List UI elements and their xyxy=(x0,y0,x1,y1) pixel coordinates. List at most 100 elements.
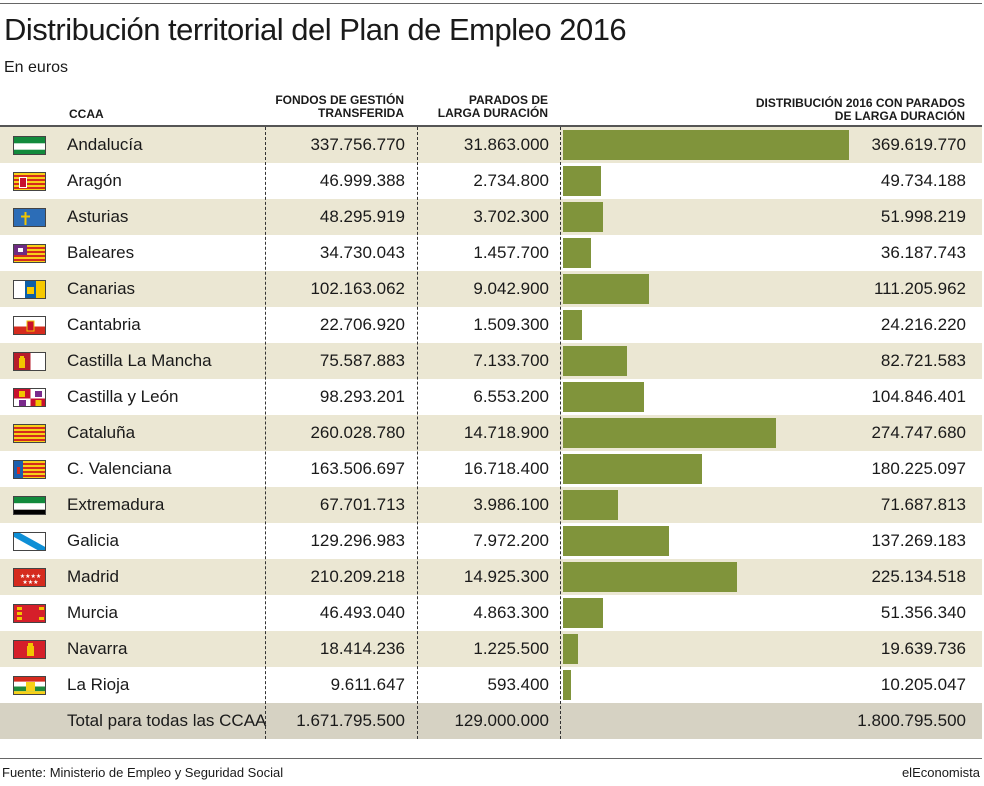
fondos-value: 210.209.218 xyxy=(310,567,405,586)
madrid-flag-icon: ★★★★ ★★★ xyxy=(13,568,46,587)
bottom-rule xyxy=(0,758,982,759)
region-name: Baleares xyxy=(67,243,135,262)
column-header-parados-line1: PARADOS DE xyxy=(468,93,548,107)
cantabria-flag-icon xyxy=(13,316,46,335)
table-row: Cantabria 22.706.920 1.509.300 24.216.220 xyxy=(0,307,982,343)
fondos-value: 48.295.919 xyxy=(319,207,405,226)
column-header-distribucion: DISTRIBUCIÓN 2016 CON PARADOS DE LARGA D… xyxy=(690,97,965,123)
table-row: Murcia 46.493.040 4.863.300 51.356.340 xyxy=(0,595,982,631)
distribution-bar xyxy=(563,130,849,160)
header-rule xyxy=(0,125,982,127)
total-label: Total para todas las CCAA xyxy=(67,711,267,730)
region-name: Aragón xyxy=(67,171,122,190)
asturias-flag-icon xyxy=(13,208,46,227)
fondos-value: 102.163.062 xyxy=(310,279,405,298)
distribucion-value: 369.619.770 xyxy=(871,135,966,154)
parados-value: 3.986.100 xyxy=(473,495,549,514)
table-row: Castilla y León 98.293.201 6.553.200 104.84… xyxy=(0,379,982,415)
aragon-flag-icon xyxy=(13,172,46,191)
column-header-distribucion-line2: DE LARGA DURACIÓN xyxy=(834,109,965,123)
region-name: Cataluña xyxy=(67,423,136,442)
total-parados-value: 129.000.000 xyxy=(454,711,549,730)
fondos-value: 163.506.697 xyxy=(310,459,405,478)
parados-value: 1.509.300 xyxy=(473,315,549,334)
table-row: Castilla La Mancha 75.587.883 7.133.700 82.… xyxy=(0,343,982,379)
distribution-bar xyxy=(563,166,601,196)
parados-value: 7.972.200 xyxy=(473,531,549,550)
table-row: Andalucía 337.756.770 31.863.000 369.619.77… xyxy=(0,127,982,163)
region-name: Andalucía xyxy=(67,135,143,154)
table-row: Canarias 102.163.062 9.042.900 111.205.962 xyxy=(0,271,982,307)
parados-value: 4.863.300 xyxy=(473,603,549,622)
distribution-bar xyxy=(563,382,644,412)
column-header-parados: PARADOS DE LARGA DURACIÓN xyxy=(420,94,548,120)
column-divider xyxy=(265,127,266,739)
fondos-value: 98.293.201 xyxy=(319,387,405,406)
distribution-bar xyxy=(563,454,702,484)
distribution-bar xyxy=(563,562,737,592)
region-name: Extremadura xyxy=(67,495,165,514)
table-row: ★★★★ ★★★ Madrid 210.209.218 14.925.300 225.13… xyxy=(0,559,982,595)
chart-subtitle: En euros xyxy=(4,59,69,76)
fondos-value: 34.730.043 xyxy=(319,243,405,262)
parados-value: 1.225.500 xyxy=(473,639,549,658)
column-divider xyxy=(417,127,418,739)
region-name: Canarias xyxy=(67,279,136,298)
la-rioja-flag-icon xyxy=(13,676,46,695)
distribution-bar xyxy=(563,346,627,376)
distribucion-value: 19.639.736 xyxy=(880,639,966,658)
extremadura-flag-icon xyxy=(13,496,46,515)
distribucion-value: 104.846.401 xyxy=(871,387,966,406)
distribution-bar xyxy=(563,598,603,628)
distribucion-value: 10.205.047 xyxy=(880,675,966,694)
fondos-value: 22.706.920 xyxy=(319,315,405,334)
table-row: C. Valenciana 163.506.697 16.718.400 180.22… xyxy=(0,451,982,487)
parados-value: 9.042.900 xyxy=(473,279,549,298)
castilla-la-mancha-flag-icon xyxy=(13,352,46,371)
distribution-bar xyxy=(563,310,582,340)
fondos-value: 129.296.983 xyxy=(310,531,405,550)
region-name: Galicia xyxy=(67,531,119,550)
region-name: C. Valenciana xyxy=(67,459,172,478)
table-row: Cataluña 260.028.780 14.718.900 274.747.680 xyxy=(0,415,982,451)
distribution-bar xyxy=(563,526,669,556)
parados-value: 14.925.300 xyxy=(463,567,549,586)
region-name: Navarra xyxy=(67,639,128,658)
distribucion-value: 225.134.518 xyxy=(871,567,966,586)
distribucion-value: 137.269.183 xyxy=(871,531,966,550)
distribution-bar xyxy=(563,418,776,448)
parados-value: 31.863.000 xyxy=(463,135,549,154)
fondos-value: 260.028.780 xyxy=(310,423,405,442)
column-header-fondos: FONDOS DE GESTIÓN TRANSFERIDA xyxy=(264,94,404,120)
chart-title: Distribución territorial del Plan de Emp… xyxy=(4,12,627,47)
total-row: Total para todas las CCAA 1.671.795.500 12… xyxy=(0,703,982,739)
andalucia-flag-icon xyxy=(13,136,46,155)
region-name: Madrid xyxy=(67,567,119,586)
parados-value: 3.702.300 xyxy=(473,207,549,226)
distribucion-value: 49.734.188 xyxy=(880,171,966,190)
parados-value: 6.553.200 xyxy=(473,387,549,406)
castilla-y-leon-flag-icon xyxy=(13,388,46,407)
table-row: Asturias 48.295.919 3.702.300 51.998.219 xyxy=(0,199,982,235)
distribution-bar xyxy=(563,634,578,664)
region-name: Cantabria xyxy=(67,315,141,334)
distribution-bar xyxy=(563,490,618,520)
column-header-fondos-line2: TRANSFERIDA xyxy=(318,106,404,120)
distribucion-value: 180.225.097 xyxy=(871,459,966,478)
distribucion-value: 71.687.813 xyxy=(880,495,966,514)
top-rule xyxy=(0,3,982,4)
murcia-flag-icon xyxy=(13,604,46,623)
svg-text:★★★: ★★★ xyxy=(22,579,38,586)
fondos-value: 9.611.647 xyxy=(330,675,405,694)
total-fondos-value: 1.671.795.500 xyxy=(296,711,405,730)
brand-logo: elEconomista xyxy=(901,765,980,780)
region-name: Asturias xyxy=(67,207,129,226)
distribution-bar xyxy=(563,202,603,232)
distribution-bar xyxy=(563,274,649,304)
region-name: Castilla La Mancha xyxy=(67,351,212,370)
distribution-bar xyxy=(563,238,591,268)
region-name: La Rioja xyxy=(67,675,130,694)
distribucion-value: 51.998.219 xyxy=(880,207,966,226)
parados-value: 14.718.900 xyxy=(463,423,549,442)
svg-text:★★★★: ★★★★ xyxy=(20,573,42,580)
